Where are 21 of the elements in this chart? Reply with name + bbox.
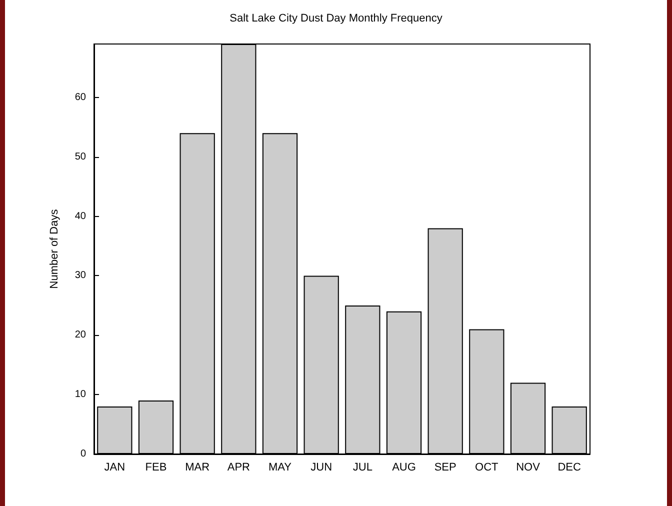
y-tick-label: 40 [74,210,86,222]
x-tick-label: JAN [104,462,126,474]
x-tick-label: MAR [185,462,210,474]
x-tick-label: SEP [434,462,456,474]
y-tick-label: 0 [80,448,86,460]
x-tick-label: JUL [352,462,372,474]
chart-title: Salt Lake City Dust Day Monthly Frequency [230,12,443,24]
y-tick-label: 60 [74,92,86,103]
x-tick-label: NOV [516,462,541,474]
x-tick-label: OCT [475,462,499,474]
x-tick-label: JUN [310,462,332,474]
y-tick-label: 20 [74,330,86,341]
y-axis-title: Number of Days [48,208,60,289]
x-tick-label: MAY [268,462,292,474]
y-tick-label: 10 [74,389,86,400]
x-tick-label: FEB [145,462,167,474]
y-tick-label: 30 [74,270,86,282]
x-tick-label: AUG [392,462,416,474]
x-tick-label: DEC [558,462,581,474]
x-tick-label: APR [227,462,250,474]
y-tick-label: 50 [74,151,86,162]
